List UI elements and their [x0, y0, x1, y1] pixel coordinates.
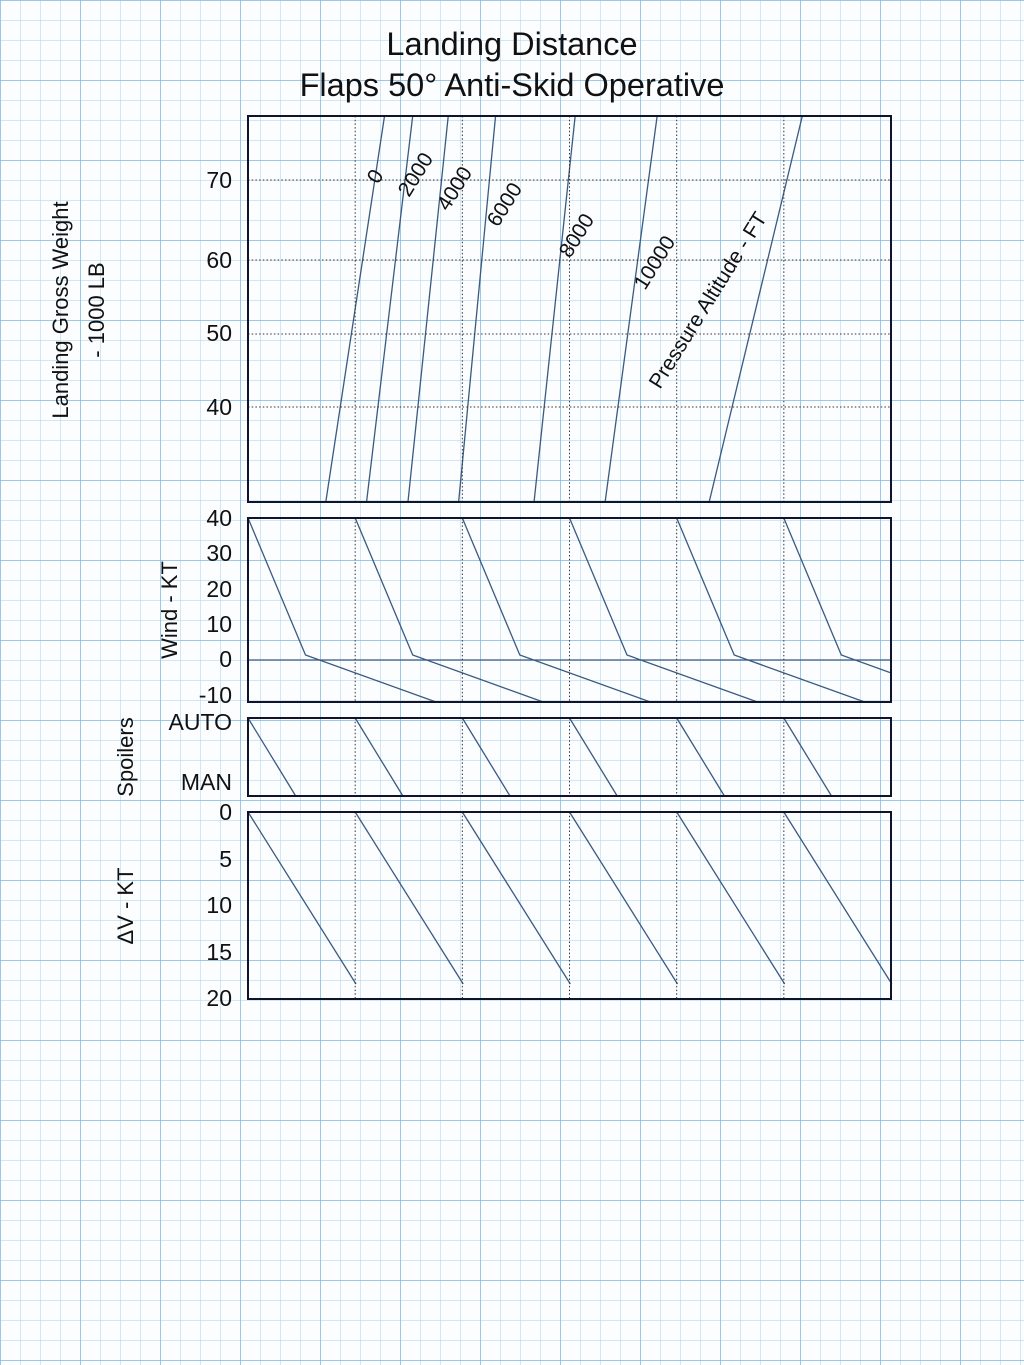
svg-text:0: 0: [219, 646, 232, 672]
svg-text:0: 0: [219, 799, 232, 825]
svg-text:20: 20: [206, 985, 232, 1011]
svg-text:AUTO: AUTO: [169, 709, 232, 735]
svg-text:0: 0: [363, 166, 389, 188]
svg-text:10: 10: [206, 611, 232, 637]
svg-text:50: 50: [206, 320, 232, 346]
svg-text:Spoilers: Spoilers: [113, 717, 138, 796]
svg-text:15: 15: [206, 939, 232, 965]
svg-text:70: 70: [206, 167, 232, 193]
svg-text:ΔV - KT: ΔV - KT: [113, 867, 138, 944]
svg-text:MAN: MAN: [181, 769, 232, 795]
svg-text:Wind - KT: Wind - KT: [157, 561, 182, 659]
svg-text:2000: 2000: [394, 149, 438, 201]
svg-text:8000: 8000: [555, 210, 599, 262]
svg-text:10: 10: [206, 892, 232, 918]
svg-text:5: 5: [219, 846, 232, 872]
svg-text:40: 40: [206, 394, 232, 420]
svg-text:60: 60: [206, 247, 232, 273]
svg-text:30: 30: [206, 540, 232, 566]
svg-text:Landing Gross Weight: Landing Gross Weight: [48, 201, 73, 418]
svg-text:20: 20: [206, 576, 232, 602]
svg-text:40: 40: [206, 505, 232, 531]
svg-text:- 1000 LB: - 1000 LB: [84, 262, 109, 357]
svg-text:4000: 4000: [433, 163, 477, 215]
svg-text:-10: -10: [199, 682, 232, 708]
